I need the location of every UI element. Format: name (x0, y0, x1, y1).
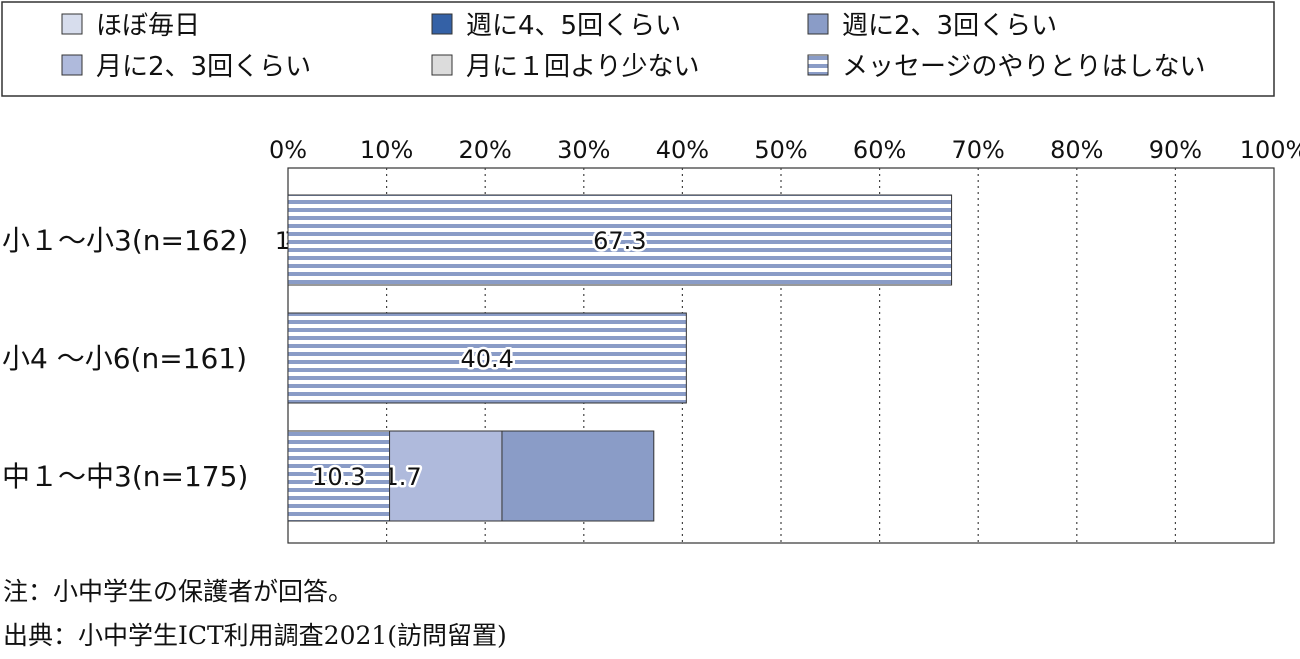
data-label: 10.3 (312, 463, 365, 491)
x-tick-label: 80% (1050, 136, 1103, 164)
x-tick-label: 10% (360, 136, 413, 164)
x-tick-label: 50% (754, 136, 807, 164)
bar-segment (287, 312, 687, 404)
legend-label: 週に4、5回くらい (466, 11, 681, 41)
x-tick-label: 70% (952, 136, 1005, 164)
data-label: 40.4 (460, 345, 513, 373)
legend-label: 週に2、3回くらい (842, 11, 1057, 41)
legend-label: 月に2、3回くらい (96, 52, 311, 82)
x-tick-label: 60% (853, 136, 906, 164)
legend-swatch (431, 54, 453, 76)
bars: 2.51.214.27.47.467.36.86.817.419.39.340.… (272, 194, 953, 522)
legend-swatch (431, 13, 453, 35)
legend-label: ほぼ毎日 (96, 11, 200, 41)
x-tick-label: 0% (269, 136, 307, 164)
bar-segment (287, 430, 391, 522)
legend-label: 月に１回より少ない (466, 52, 699, 82)
data-label: 67.3 (593, 227, 646, 255)
note-text: 注：小中学生の保護者が回答。 (3, 577, 354, 606)
x-tick-label: 20% (459, 136, 512, 164)
x-tick-label: 40% (656, 136, 709, 164)
category-label: 小4 ～小6(n=161) (2, 342, 247, 375)
x-tick-label: 30% (557, 136, 610, 164)
legend-swatch (807, 13, 829, 35)
x-tick-label: 90% (1149, 136, 1202, 164)
legend-swatch (61, 54, 83, 76)
category-label: 小１～小3(n=162) (2, 224, 248, 257)
legend-box (1, 1, 1275, 97)
category-labels: 小１～小3(n=162) 小4 ～小6(n=161) 中１～中3(n=175) (2, 224, 248, 493)
legend-swatch (807, 54, 829, 76)
source-text: 出典：小中学生ICT利用調査2021(訪問留置) (3, 621, 507, 650)
x-tick-label: 100% (1240, 136, 1300, 164)
bar-segment (287, 194, 953, 286)
legend-label: メッセージのやりとりはしない (842, 52, 1205, 82)
category-label: 中１～中3(n=175) (2, 460, 248, 493)
legend-swatch (61, 13, 83, 35)
